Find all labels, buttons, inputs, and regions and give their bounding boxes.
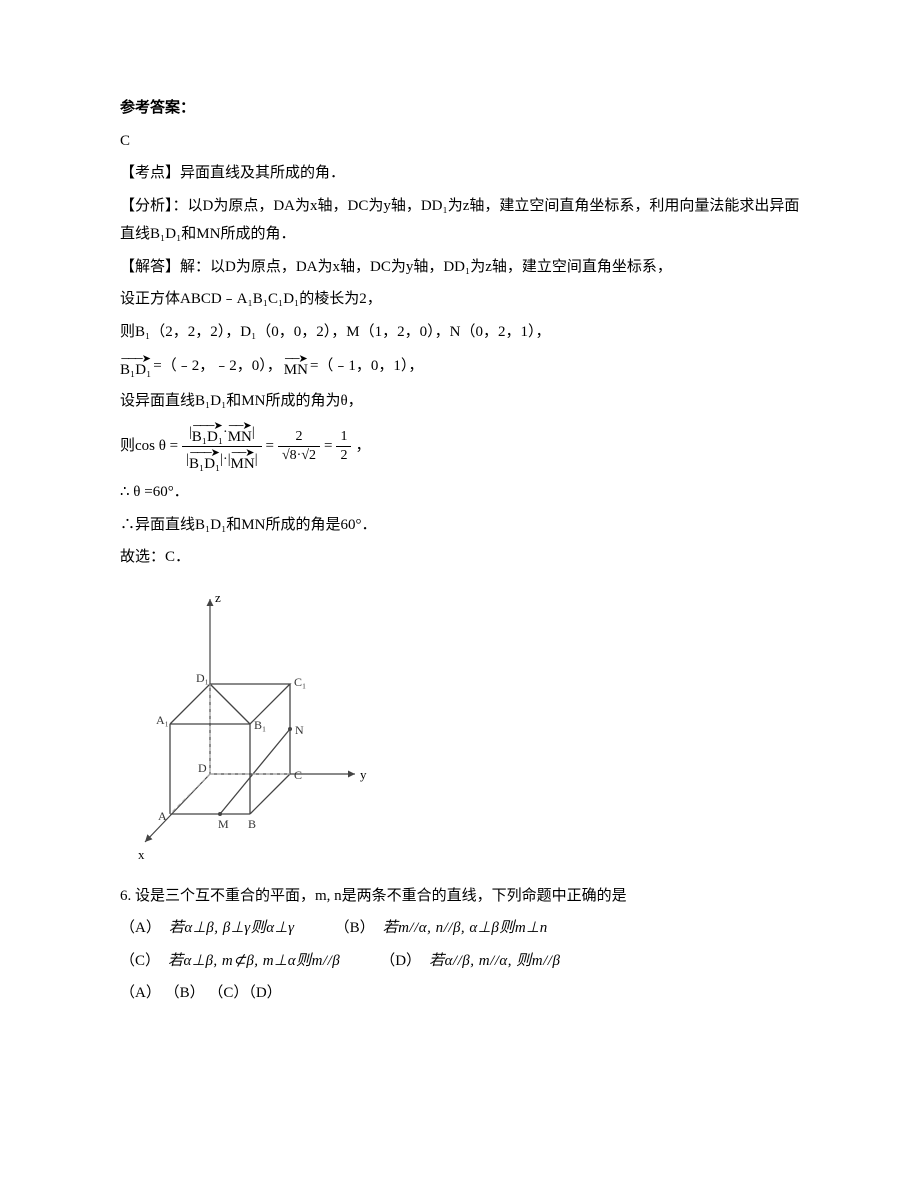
svg-text:N: N: [295, 723, 304, 737]
fraction-1: |───➤B₁D₁·──➤MN| |───➤B₁D₁|·|──➤MN|: [182, 421, 261, 472]
fraction-2: 2 √8·√2: [278, 429, 320, 464]
vector-values-line: ───➤ B₁D₁ =（﹣2，﹣2，0）， ──➤ MN =（﹣1，0，1），: [120, 352, 800, 381]
topic-line: 【考点】异面直线及其所成的角．: [120, 159, 800, 188]
solve-l1: 【解答】解：以D为原点，DA为x轴，DC为y轴，DD₁为z轴，建立空间直角坐标系…: [120, 253, 800, 282]
vector-bd-icon: ───➤ B₁D₁: [120, 354, 151, 378]
option-d-math: 若α//β, m//α, 则m//β: [429, 947, 560, 976]
solve-l2: 设正方体ABCD﹣A₁B₁C₁D₁的棱长为2，: [120, 285, 800, 314]
svg-text:x: x: [138, 847, 145, 862]
heading: 参考答案：: [120, 94, 800, 123]
cube-svg-icon: z y x: [120, 584, 380, 874]
vec-mn-val: =（﹣1，0，1），: [310, 352, 423, 381]
option-c-math: 若α⊥β, m⊄β, m⊥α则m//β: [168, 947, 340, 976]
q6-options: （A） 若α⊥β, β⊥γ则α⊥γ （B） 若m//α, n//β, α⊥β则m…: [120, 914, 800, 1008]
q6-final: （A） （B） （C）（D）: [120, 979, 800, 1008]
page-root: 参考答案： C 【考点】异面直线及其所成的角． 【分析】：以D为原点，DA为x轴…: [0, 0, 920, 1191]
option-c: （C） 若α⊥β, m⊄β, m⊥α则m//β: [120, 947, 340, 976]
analysis-line: 【分析】：以D为原点，DA为x轴，DC为y轴，DD₁为z轴，建立空间直角坐标系，…: [120, 192, 800, 249]
solve-l7: ∴ θ =60°．: [120, 478, 800, 507]
svg-text:B₁: B₁: [254, 718, 266, 732]
cos-formula-line: 则cos θ = |───➤B₁D₁·──➤MN| |───➤B₁D₁|·|──…: [120, 421, 800, 472]
solve-l8: ∴异面直线B₁D₁和MN所成的角是60°．: [120, 511, 800, 540]
solve-l9: 故选：C．: [120, 543, 800, 572]
eq1: =: [266, 432, 274, 461]
answer-letter: C: [120, 127, 800, 156]
cube-diagram: z y x: [120, 584, 800, 874]
vec-bd-val: =（﹣2，﹣2，0），: [153, 352, 281, 381]
svg-text:C₁: C₁: [294, 675, 306, 689]
svg-text:D: D: [198, 761, 207, 775]
trailing-comma: ，: [355, 432, 370, 461]
svg-text:C: C: [294, 768, 302, 782]
solve-l5: 设异面直线B₁D₁和MN所成的角为θ，: [120, 387, 800, 416]
eq2: =: [324, 432, 332, 461]
option-b: （B） 若m//α, n//β, α⊥β则m⊥n: [335, 914, 548, 943]
option-b-math: 若m//α, n//β, α⊥β则m⊥n: [383, 914, 548, 943]
solve-l3: 则B₁（2，2，2），D₁（0，0，2），M（1，2，0），N（0，2，1），: [120, 318, 800, 347]
svg-text:z: z: [215, 590, 221, 605]
svg-text:B: B: [248, 817, 256, 831]
option-d: （D） 若α//β, m//α, 则m//β: [380, 947, 560, 976]
svg-text:y: y: [360, 767, 367, 782]
option-a-math: 若α⊥β, β⊥γ则α⊥γ: [169, 914, 295, 943]
cos-prefix: 则cos θ =: [120, 432, 178, 461]
option-a: （A） 若α⊥β, β⊥γ则α⊥γ: [120, 914, 295, 943]
vector-mn-icon: ──➤ MN: [284, 354, 308, 378]
q6-stem: 6. 设是三个互不重合的平面，m, n是两条不重合的直线，下列命题中正确的是: [120, 882, 800, 911]
fraction-3: 1 2: [336, 429, 351, 464]
svg-text:A: A: [158, 809, 167, 823]
svg-text:M: M: [218, 817, 229, 831]
svg-text:A₁: A₁: [156, 713, 169, 727]
svg-text:D₁: D₁: [196, 671, 209, 685]
